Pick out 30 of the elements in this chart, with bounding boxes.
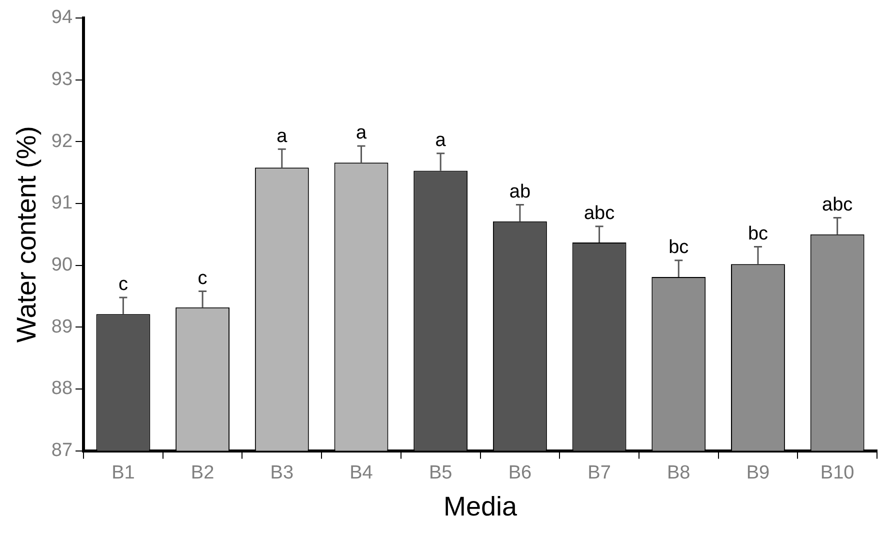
annotation: a (435, 130, 446, 152)
annotation: c (118, 274, 128, 296)
y-tick-label: 87 (51, 440, 73, 462)
x-axis-title: Media (443, 491, 518, 522)
y-tick-label: 94 (51, 7, 73, 28)
x-tick-label: B5 (428, 462, 452, 484)
annotation: abc (822, 194, 853, 216)
x-tick-label: B7 (588, 462, 611, 484)
x-tick-label: B4 (350, 462, 374, 484)
annotation: bc (668, 237, 689, 258)
x-tick-label: B10 (820, 462, 854, 484)
x-tick-label: B1 (112, 462, 135, 484)
annotation: ab (509, 181, 531, 202)
x-tick-label: B2 (190, 462, 214, 484)
annotation: a (276, 126, 288, 147)
y-tick-label: 93 (51, 69, 73, 90)
x-tick-label: B3 (270, 462, 294, 484)
y-tick-label: 91 (51, 192, 73, 214)
x-tick-label: B9 (746, 462, 770, 484)
y-tick-label: 89 (51, 316, 73, 338)
annotation: abc (584, 203, 615, 224)
y-axis-title: Water content (%) (12, 126, 42, 343)
annotation: c (198, 268, 208, 290)
x-tick-label: B6 (508, 462, 532, 484)
x-tick-label: B8 (667, 462, 690, 484)
annotation: a (356, 122, 367, 144)
annotation: bc (748, 224, 768, 244)
y-tick-label: 90 (51, 254, 73, 276)
y-tick-label: 88 (51, 378, 73, 400)
y-tick-label: 92 (51, 130, 73, 152)
